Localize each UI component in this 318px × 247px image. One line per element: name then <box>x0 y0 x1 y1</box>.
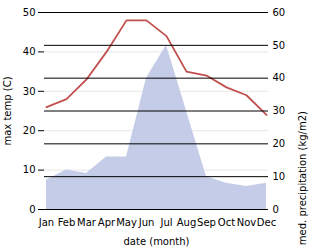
svg-text:20: 20 <box>273 138 286 149</box>
svg-text:Jul: Jul <box>159 217 172 228</box>
svg-text:med. precipitation (kg/m2): med. precipitation (kg/m2) <box>297 111 308 245</box>
svg-text:date (month): date (month) <box>124 236 190 247</box>
svg-text:Nov: Nov <box>237 217 257 228</box>
svg-text:30: 30 <box>273 105 286 116</box>
svg-text:max temp (C): max temp (C) <box>2 76 13 145</box>
svg-text:40: 40 <box>23 46 36 57</box>
svg-text:60: 60 <box>273 7 286 18</box>
svg-text:Dec: Dec <box>257 217 276 228</box>
svg-text:Mar: Mar <box>77 217 97 228</box>
svg-text:30: 30 <box>23 86 36 97</box>
svg-text:Sep: Sep <box>197 217 216 228</box>
svg-text:40: 40 <box>273 72 286 83</box>
svg-text:May: May <box>116 217 137 228</box>
svg-text:Jan: Jan <box>38 217 54 228</box>
svg-text:Jun: Jun <box>138 217 155 228</box>
svg-text:Apr: Apr <box>98 217 116 228</box>
svg-text:0: 0 <box>273 204 279 215</box>
svg-text:Aug: Aug <box>177 217 197 228</box>
svg-text:0: 0 <box>29 204 35 215</box>
svg-text:10: 10 <box>23 164 36 175</box>
svg-text:50: 50 <box>23 7 36 18</box>
svg-text:Oct: Oct <box>218 217 235 228</box>
svg-text:10: 10 <box>273 171 286 182</box>
svg-text:20: 20 <box>23 125 36 136</box>
svg-text:Feb: Feb <box>58 217 76 228</box>
svg-text:50: 50 <box>273 40 286 51</box>
